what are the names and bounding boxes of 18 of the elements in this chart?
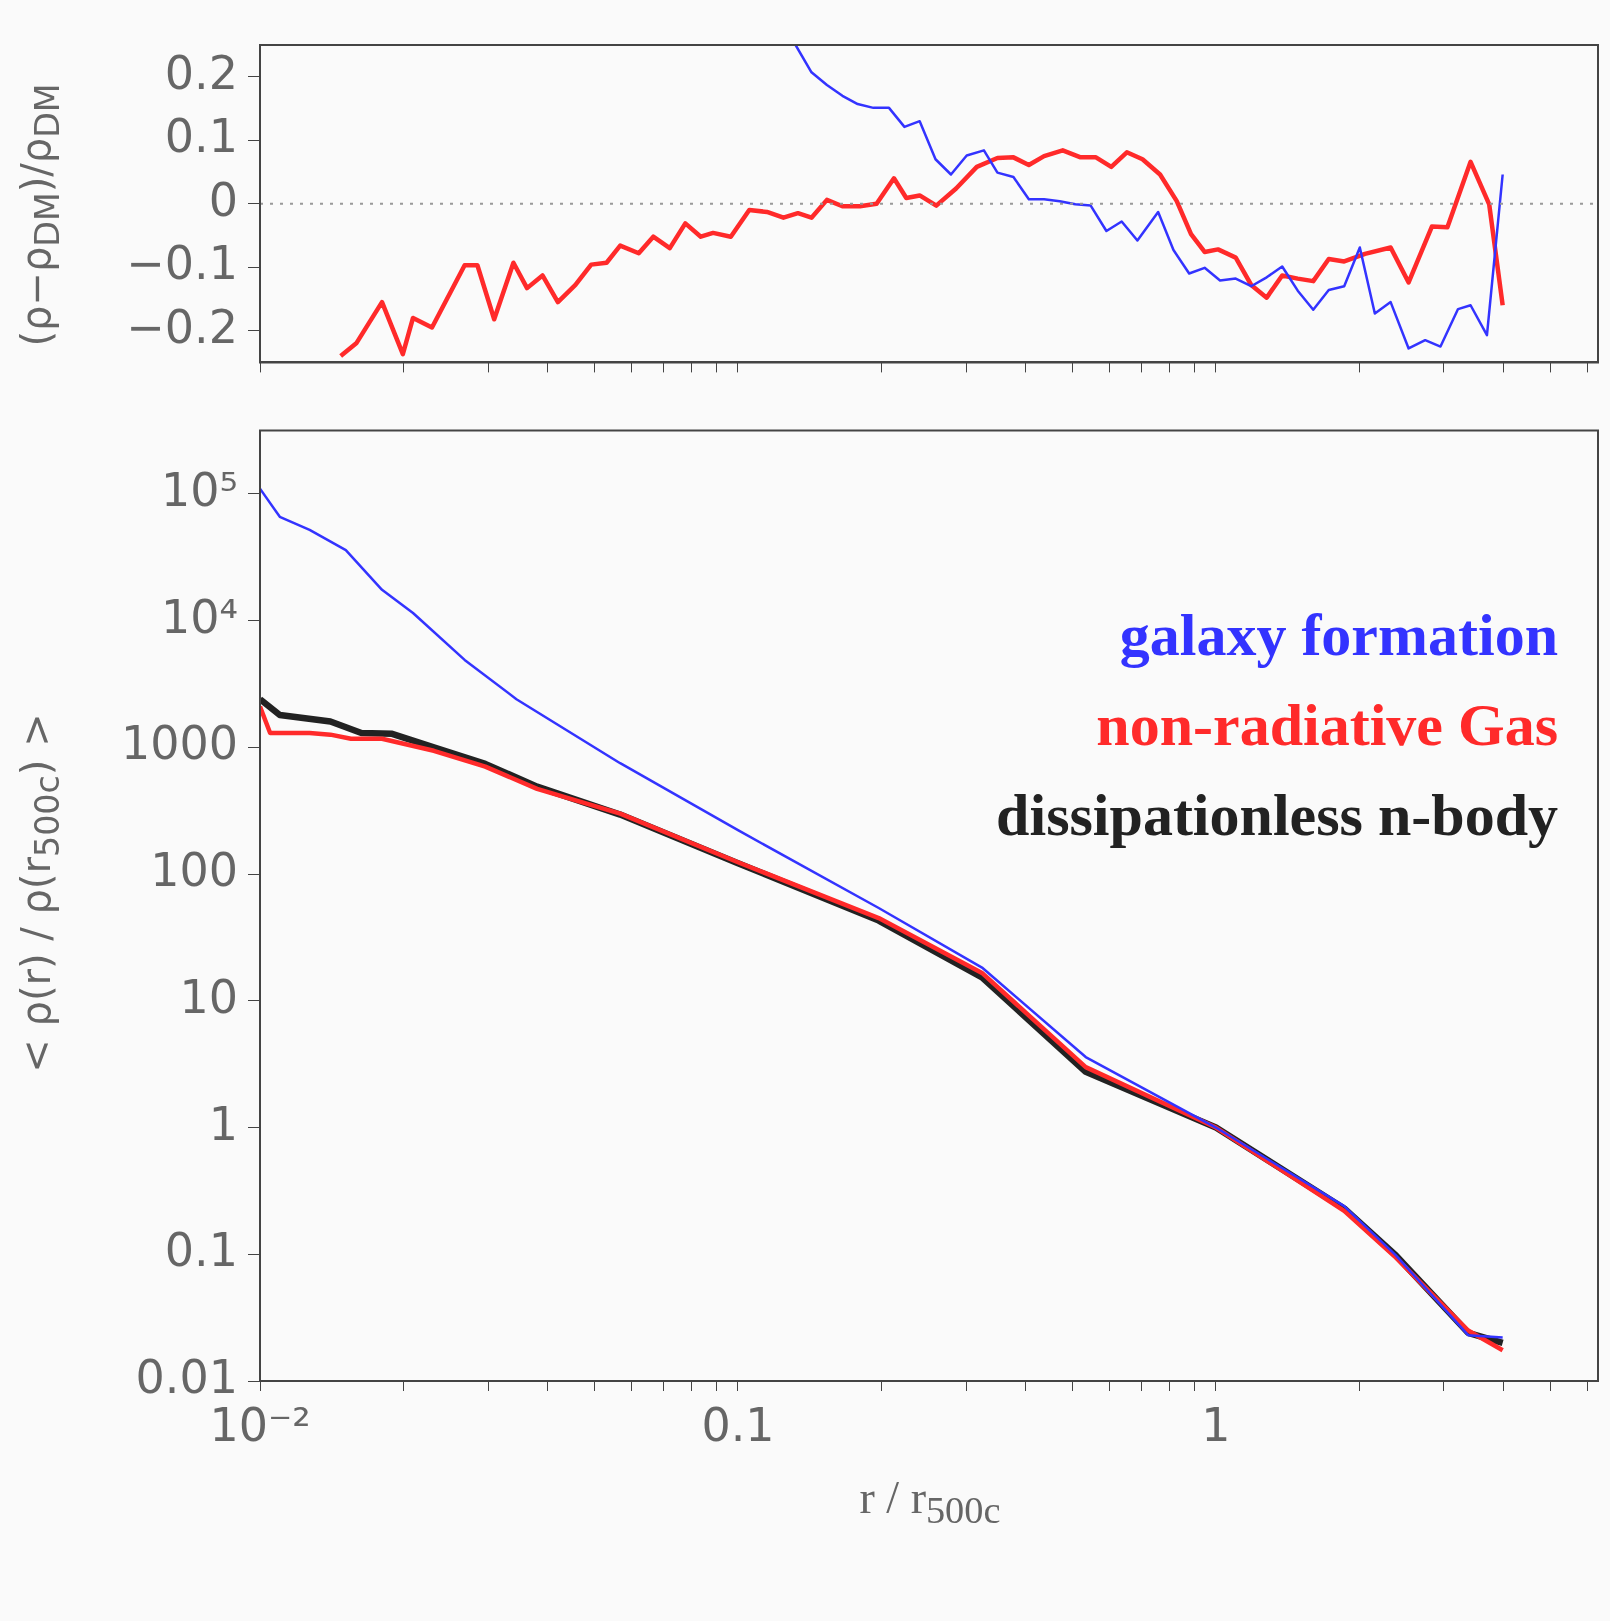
y-tick-label: 0 <box>208 172 238 227</box>
y-tick-label: 100 <box>150 843 238 898</box>
y-tick-label: 1 <box>208 1096 238 1151</box>
y-tick-label: 10⁴ <box>161 589 238 644</box>
text: non-radiative Gas <box>1096 692 1558 759</box>
text: galaxy formation <box>1119 602 1558 669</box>
y-tick-label: 0.1 <box>164 1223 238 1278</box>
x-tick-label: 0.1 <box>701 1397 775 1452</box>
y-tick-label: −0.1 <box>126 236 238 291</box>
y-tick-label: 1000 <box>120 716 238 771</box>
y-tick-label: 10 <box>179 969 238 1024</box>
y-tick-label: −0.2 <box>126 299 238 354</box>
text: dissipationless n-body <box>996 782 1558 849</box>
y-tick-label: 0.2 <box>164 45 238 100</box>
x-axis-title: r / r$_{500c}$ <box>859 1471 1001 1533</box>
y-tick-label: 0.1 <box>164 109 238 164</box>
y-tick-label: 10⁵ <box>161 462 238 517</box>
x-tick-label: 1 <box>1201 1397 1231 1452</box>
